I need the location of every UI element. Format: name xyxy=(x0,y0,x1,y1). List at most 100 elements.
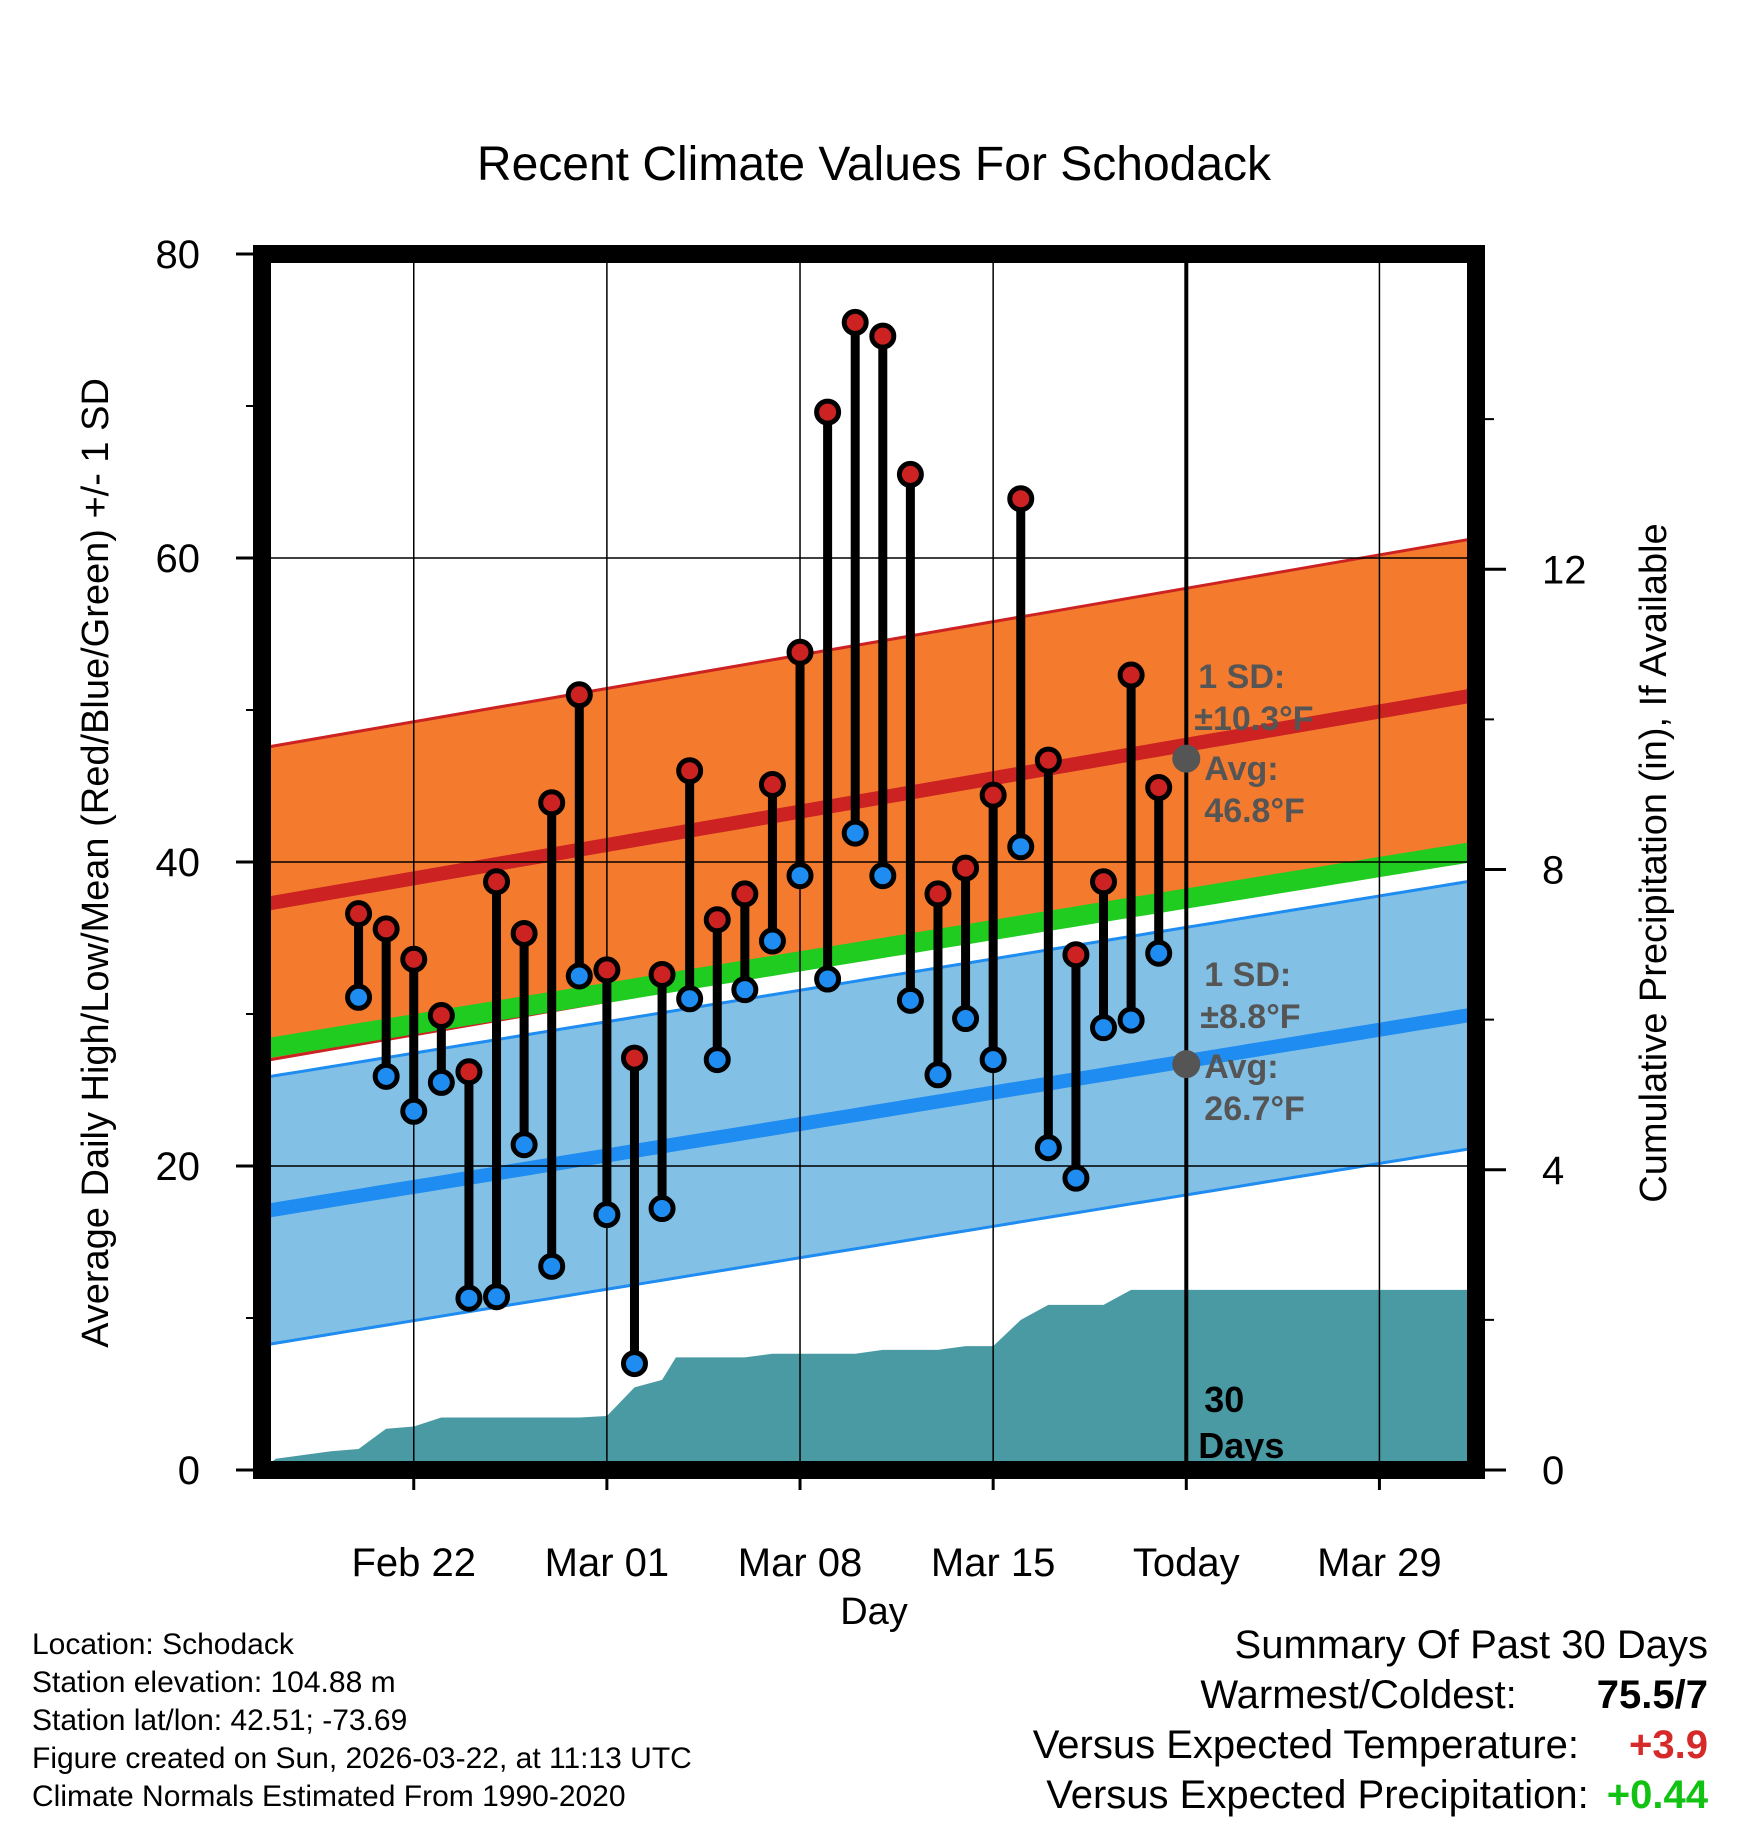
high-marker xyxy=(455,1058,483,1086)
low-marker xyxy=(372,1062,400,1090)
chart-title: Recent Climate Values For Schodack xyxy=(477,138,1272,191)
y2-tick-label: 8 xyxy=(1542,849,1564,893)
high-marker xyxy=(814,398,842,426)
high-sd-value: ±10.3°F xyxy=(1194,700,1313,738)
summary-warm-cold: Warmest/Coldest: 75.5/7 xyxy=(808,1670,1708,1720)
high-marker xyxy=(1117,661,1145,689)
low-marker xyxy=(1145,939,1173,967)
window-label-days: Days xyxy=(1198,1425,1284,1466)
summary-temperature: Versus Expected Temperature: +3.9 xyxy=(808,1720,1708,1770)
high-marker xyxy=(924,880,952,908)
high-marker xyxy=(345,900,373,928)
high-marker xyxy=(841,308,869,336)
high-marker xyxy=(979,781,1007,809)
low-marker xyxy=(703,1046,731,1074)
today-high-avg-marker xyxy=(1172,744,1201,773)
summary-precipitation: Versus Expected Precipitation: +0.44 xyxy=(808,1770,1708,1820)
low-marker xyxy=(1117,1006,1145,1034)
high-marker xyxy=(400,945,428,973)
x-tick-label: Feb 22 xyxy=(351,1541,476,1585)
low-sd-value: ±8.8°F xyxy=(1200,998,1300,1036)
high-sd-label: 1 SD: xyxy=(1198,658,1285,696)
high-sd-upper xyxy=(261,536,1477,750)
y2-axis-label: Cumulative Precipitation (in), If Availa… xyxy=(1633,523,1675,1202)
plot-area: 1 SD: ±10.3°F Avg: 46.8°F 1 SD: ±8.8°F Avg: 26.… xyxy=(156,233,1587,1585)
high-marker xyxy=(1062,941,1090,969)
low-marker xyxy=(786,862,814,890)
high-marker xyxy=(758,770,786,798)
low-marker xyxy=(1034,1134,1062,1162)
today-low-avg-marker xyxy=(1172,1050,1201,1079)
summary-panel: Summary Of Past 30 Days Warmest/Coldest:… xyxy=(808,1620,1708,1820)
low-marker xyxy=(1090,1014,1118,1042)
y-axis-label: Average Daily High/Low/Mean (Red/Blue/Gr… xyxy=(75,378,117,1348)
low-marker xyxy=(427,1068,455,1096)
low-marker xyxy=(565,962,593,990)
temp-label: Versus Expected Temperature: xyxy=(1032,1723,1580,1767)
x-tick-label: Mar 15 xyxy=(931,1541,1056,1585)
low-marker xyxy=(620,1350,648,1378)
y-tick-label: 60 xyxy=(156,537,201,581)
low-marker xyxy=(731,976,759,1004)
y2-tick-label: 4 xyxy=(1542,1149,1564,1193)
station-info: Location: Schodack Station elevation: 10… xyxy=(32,1626,692,1816)
low-marker xyxy=(896,986,924,1014)
high-marker xyxy=(1034,746,1062,774)
y-tick-label: 80 xyxy=(156,233,201,277)
high-avg-value: 46.8°F xyxy=(1204,792,1305,830)
summary-title: Summary Of Past 30 Days xyxy=(1234,1623,1708,1667)
low-marker xyxy=(455,1284,483,1312)
info-elevation: Station elevation: 104.88 m xyxy=(32,1666,396,1699)
high-avg-label: Avg: xyxy=(1204,750,1278,788)
low-marker xyxy=(924,1061,952,1089)
low-marker xyxy=(1062,1164,1090,1192)
low-sd-lower xyxy=(261,1146,1477,1347)
low-marker xyxy=(952,1005,980,1033)
window-label-number: 30 xyxy=(1204,1379,1244,1420)
high-marker xyxy=(1007,485,1035,513)
low-avg-value: 26.7°F xyxy=(1204,1090,1305,1128)
precip-area xyxy=(262,1289,1476,1470)
low-marker xyxy=(648,1195,676,1223)
low-marker xyxy=(1007,833,1035,861)
x-tick-label: Mar 01 xyxy=(545,1541,670,1585)
y-tick-label: 40 xyxy=(156,841,201,885)
normal-high-line xyxy=(260,687,1478,912)
high-marker xyxy=(648,960,676,988)
high-marker xyxy=(703,906,731,934)
high-marker xyxy=(786,638,814,666)
low-marker xyxy=(979,1046,1007,1074)
x-tick-label: Mar 08 xyxy=(738,1541,863,1585)
low-marker xyxy=(400,1097,428,1125)
high-marker xyxy=(1090,868,1118,896)
low-marker xyxy=(758,927,786,955)
normal-low-line xyxy=(260,1007,1478,1219)
y2-tick-label: 12 xyxy=(1542,548,1587,592)
high-marker xyxy=(565,681,593,709)
high-marker xyxy=(731,880,759,908)
low-marker xyxy=(510,1131,538,1159)
high-marker xyxy=(483,868,511,896)
normal-mean-line xyxy=(260,841,1478,1059)
high-marker xyxy=(427,1002,455,1030)
high-marker xyxy=(896,460,924,488)
low-marker xyxy=(593,1201,621,1229)
low-marker xyxy=(814,965,842,993)
low-avg-label: Avg: xyxy=(1204,1048,1278,1086)
high-marker xyxy=(620,1044,648,1072)
x-axis-label: Day xyxy=(840,1591,908,1633)
temp-value: +3.9 xyxy=(1629,1723,1708,1767)
low-marker xyxy=(841,819,869,847)
high-marker xyxy=(1145,774,1173,802)
info-latlon: Station lat/lon: 42.51; -73.69 xyxy=(32,1704,408,1737)
low-marker xyxy=(676,985,704,1013)
y2-tick-label: 0 xyxy=(1542,1449,1564,1493)
low-marker xyxy=(345,983,373,1011)
y-tick-label: 20 xyxy=(156,1145,201,1189)
high-marker xyxy=(510,919,538,947)
high-marker xyxy=(869,322,897,350)
high-marker xyxy=(593,956,621,984)
precip-value: +0.44 xyxy=(1606,1773,1708,1817)
high-marker xyxy=(952,854,980,882)
